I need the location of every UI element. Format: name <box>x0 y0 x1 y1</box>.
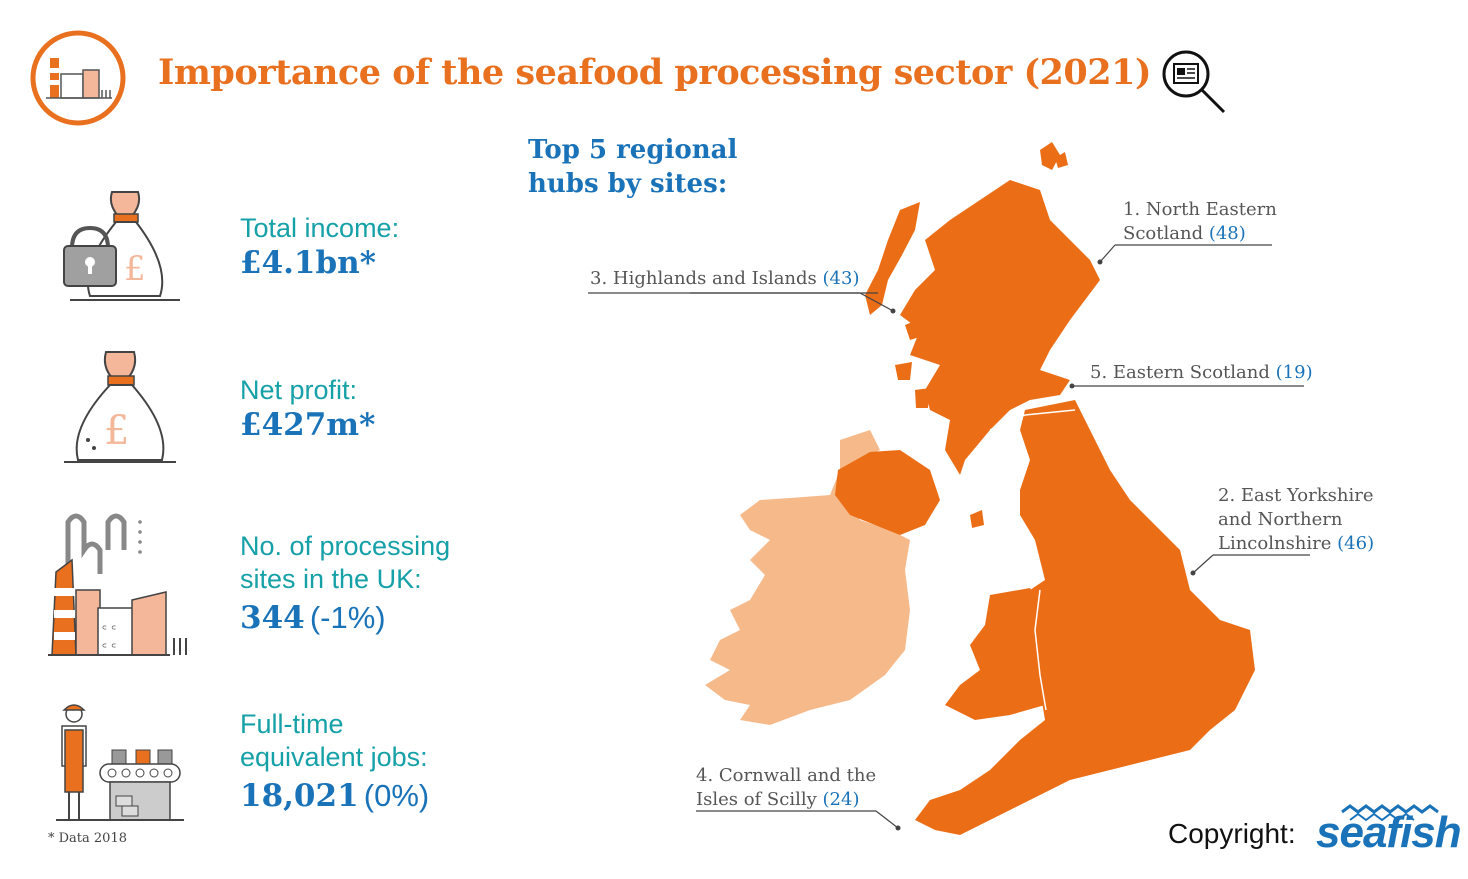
stat-label: Total income: <box>240 213 400 243</box>
page-title: Importance of the seafood processing sec… <box>158 52 1152 93</box>
hub-label-line: and Northern <box>1218 509 1343 530</box>
factory-icon: ꜀ ꜀ ꜀ ꜀ <box>48 513 187 656</box>
stat-value: 344 <box>240 600 305 636</box>
stat-label: No. of processing <box>240 531 451 561</box>
stat-label: sites in the UK: <box>240 564 422 594</box>
hub-label-line: 2. East Yorkshire <box>1218 485 1374 506</box>
hub-eastern-scotland: 5. Eastern Scotland (19) <box>1090 361 1313 385</box>
hub-count: (43) <box>822 268 860 289</box>
hub-count: (48) <box>1208 223 1246 244</box>
northern-ireland-shape <box>835 450 940 535</box>
hub-label-line: 1. North Eastern <box>1123 199 1277 220</box>
hubs-heading-line: hubs by sites: <box>528 169 728 199</box>
hub-label-line: 5. Eastern Scotland <box>1090 362 1270 383</box>
hub-count: (24) <box>822 789 860 810</box>
stat-change: (0%) <box>363 778 430 813</box>
copyright-label: Copyright: <box>1168 818 1296 849</box>
svg-text:£: £ <box>104 408 129 454</box>
stat-total-income: Total income: £4.1bn* <box>240 212 399 281</box>
money-bag-padlock-icon: £ <box>63 191 180 301</box>
stat-label: Full-time <box>240 709 344 739</box>
stat-net-profit: Net profit: £427m* <box>240 374 375 443</box>
hub-label-line: 4. Cornwall and the <box>696 765 877 786</box>
hubs-heading: Top 5 regional hubs by sites: <box>528 133 737 201</box>
isle-of-man-shape <box>970 510 984 528</box>
ireland-shape <box>705 430 910 725</box>
worker-conveyor-icon <box>56 704 184 821</box>
money-bag-icon: £ <box>64 351 176 463</box>
magnifier-newspaper-icon <box>1162 50 1226 114</box>
outer-hebrides-shape <box>865 202 920 315</box>
hub-count: (46) <box>1337 533 1375 554</box>
hub-label-line: 3. Highlands and Islands <box>590 268 817 289</box>
hub-cornwall-scilly: 4. Cornwall and the Isles of Scilly (24) <box>696 764 876 812</box>
stat-value: £4.1bn* <box>240 245 376 281</box>
stat-label: equivalent jobs: <box>240 742 428 772</box>
stat-value: 18,021 <box>240 778 359 814</box>
hub-east-yorkshire: 2. East Yorkshire and Northern Lincolnsh… <box>1218 484 1374 556</box>
northern-isles-shape <box>1040 142 1068 170</box>
stat-processing-sites: No. of processing sites in the UK: 344 (… <box>240 530 450 636</box>
hubs-heading-line: Top 5 regional <box>528 135 738 165</box>
stat-value: £427m* <box>240 407 376 443</box>
hub-label-line: Lincolnshire <box>1218 533 1332 554</box>
svg-text:£: £ <box>124 249 146 289</box>
leader-line-highlands <box>588 292 878 294</box>
inner-isles-shape <box>895 318 930 408</box>
england-shape <box>915 400 1255 835</box>
hub-north-eastern-scotland: 1. North Eastern Scotland (48) <box>1123 198 1277 246</box>
wales-shape <box>945 588 1045 720</box>
svg-text:꜀ ꜀: ꜀ ꜀ <box>102 634 116 650</box>
hub-label-line: Scotland <box>1123 223 1204 244</box>
stat-fte-jobs: Full-time equivalent jobs: 18,021 (0%) <box>240 708 429 814</box>
hub-highlands-islands: 3. Highlands and Islands (43) <box>590 267 859 291</box>
seafish-logo[interactable]: seafish <box>1316 808 1462 857</box>
stat-change: (-1%) <box>309 600 386 635</box>
stat-label: Net profit: <box>240 375 358 405</box>
footnote: * Data 2018 <box>48 831 127 846</box>
hub-count: (19) <box>1275 362 1313 383</box>
scotland-shape <box>900 180 1100 475</box>
seafish-waves-icon <box>1341 804 1439 822</box>
svg-text:꜀ ꜀: ꜀ ꜀ <box>102 616 116 632</box>
uk-ireland-map <box>690 142 1310 835</box>
hub-label-line: Isles of Scilly <box>696 789 817 810</box>
factory-logo-icon <box>30 30 126 126</box>
